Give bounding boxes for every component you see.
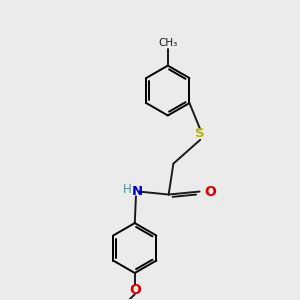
Text: N: N xyxy=(132,185,143,198)
Text: CH₃: CH₃ xyxy=(158,38,178,48)
Text: O: O xyxy=(129,283,141,297)
Text: S: S xyxy=(195,128,205,140)
Text: H: H xyxy=(123,183,132,196)
Text: O: O xyxy=(204,184,216,199)
